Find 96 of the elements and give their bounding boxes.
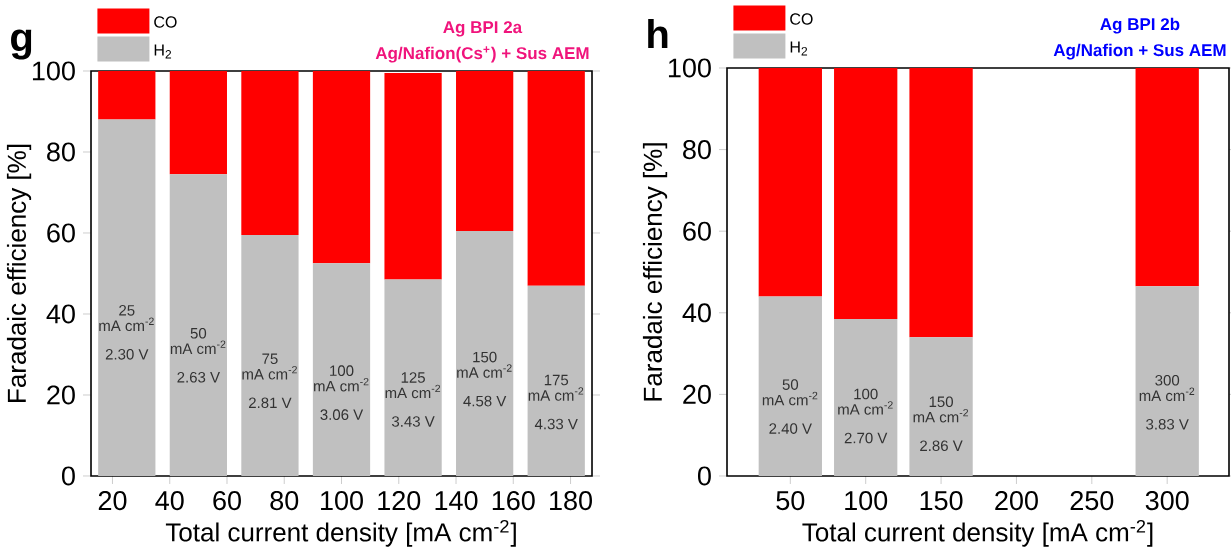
annotation: 4.58 V (463, 395, 507, 407)
bar (527, 285, 585, 476)
annotation: mA cm$^{-2}$ (170, 340, 226, 355)
x-axis-title: Total current density [mA cm$^{-2}$] (165, 519, 516, 547)
y-tick-label: 60 (47, 223, 75, 243)
annotation: mA cm$^{-2}$ (385, 384, 441, 399)
x-tick-label: 20 (98, 491, 127, 511)
x-tick-label: 300 (1145, 491, 1189, 511)
bar (98, 119, 156, 476)
text: h (648, 19, 668, 48)
y-tick-label: 20 (47, 385, 75, 405)
chart-title: Ag BPI 2b (1100, 17, 1180, 34)
bar (1135, 67, 1199, 287)
bar (909, 67, 973, 338)
bar (312, 70, 371, 264)
annotation: 3.06 V (320, 409, 364, 420)
annotation: 2.86 V (920, 440, 963, 452)
annotation: 3.43 V (391, 416, 435, 427)
y-axis-title: Faradaic efficiency [%] (6, 144, 32, 402)
x-tick-label: 50 (776, 491, 805, 511)
annotation: 75 (262, 353, 278, 365)
chart-subtitle: Ag/Nafion(Cs$^{+}$) + Sus AEM (375, 46, 589, 63)
x-tick-label: 100 (845, 491, 888, 511)
bar (241, 235, 299, 476)
annotation: 150 (929, 396, 953, 408)
x-axis-title: Total current density [mA cm$^{-2}$] (802, 519, 1153, 547)
y-tick-label: 100 (32, 61, 75, 81)
bar (98, 70, 156, 120)
bar (169, 174, 227, 476)
x-tick-label: 200 (995, 491, 1038, 511)
y-axis-title: Faradaic efficiency [%] (642, 143, 668, 401)
annotation: 2.70 V (844, 432, 888, 444)
annotation: mA cm$^{-2}$ (762, 391, 818, 406)
y-tick-label: 40 (46, 304, 75, 324)
x-tick-label: 120 (378, 491, 421, 511)
annotation: 3.83 V (1146, 418, 1189, 430)
y-tick-label: 60 (683, 221, 711, 241)
bar (241, 70, 299, 236)
annotation: 50 (190, 327, 207, 339)
annotation: 100 (330, 365, 354, 376)
chart-title: Ag BPI 2a (443, 21, 523, 37)
y-tick-label: 20 (683, 384, 711, 404)
annotation: mA cm$^{-2}$ (528, 387, 584, 401)
annotation: mA cm$^{-2}$ (1139, 387, 1195, 402)
x-tick-label: 140 (435, 491, 478, 511)
annotation: 25 (119, 304, 135, 316)
annotation: 300 (1155, 374, 1180, 386)
annotation: mA cm$^{-2}$ (99, 317, 154, 332)
bar (1135, 286, 1199, 476)
bar (909, 337, 973, 476)
y-tick-label: 80 (47, 142, 75, 162)
bar (456, 70, 514, 231)
annotation: 50 (782, 379, 799, 390)
bar (527, 70, 585, 286)
y-tick-label: 100 (668, 58, 711, 78)
annotation: 125 (401, 372, 425, 383)
annotation: 4.33 V (534, 418, 578, 430)
annotation: mA cm$^{-2}$ (913, 408, 969, 423)
x-tick-label: 180 (550, 491, 592, 511)
x-tick-label: 40 (155, 491, 184, 511)
annotation: 175 (544, 374, 569, 386)
bar (834, 67, 898, 319)
bar (456, 230, 514, 476)
annotation: mA cm$^{-2}$ (242, 366, 297, 380)
bar (169, 70, 227, 175)
annotation: 150 (473, 351, 497, 363)
x-tick-label: 250 (1070, 491, 1114, 511)
legend-label: H$_{2}$ (154, 44, 172, 59)
y-tick-label: 40 (682, 303, 711, 323)
annotation: 100 (854, 388, 878, 400)
annotation: 2.63 V (177, 371, 220, 383)
annotation: 2.40 V (769, 423, 812, 434)
annotation: mA cm$^{-2}$ (314, 377, 369, 392)
bar (384, 279, 442, 476)
x-tick-label: 150 (920, 491, 963, 511)
annotation: mA cm$^{-2}$ (838, 401, 893, 415)
bar (312, 263, 371, 476)
bar (384, 73, 442, 280)
bar (758, 67, 822, 297)
legend-label: CO (790, 13, 813, 25)
y-tick-label: 0 (61, 466, 75, 486)
x-tick-label: 160 (492, 491, 535, 511)
x-tick-label: 60 (213, 491, 241, 511)
legend-label: H$_{2}$ (790, 41, 808, 56)
annotation: 2.30 V (105, 348, 149, 360)
bar (758, 296, 822, 476)
y-tick-label: 80 (683, 140, 711, 160)
bar (834, 318, 898, 476)
x-tick-label: 80 (270, 491, 299, 511)
legend-label: CO (154, 16, 177, 28)
y-tick-label: 0 (697, 466, 711, 486)
chart-subtitle: Ag/Nafion + Sus AEM (1053, 43, 1226, 60)
text: g (11, 29, 32, 60)
x-tick-label: 100 (321, 491, 363, 511)
annotation: 2.81 V (249, 397, 292, 409)
annotation: mA cm$^{-2}$ (457, 364, 512, 378)
